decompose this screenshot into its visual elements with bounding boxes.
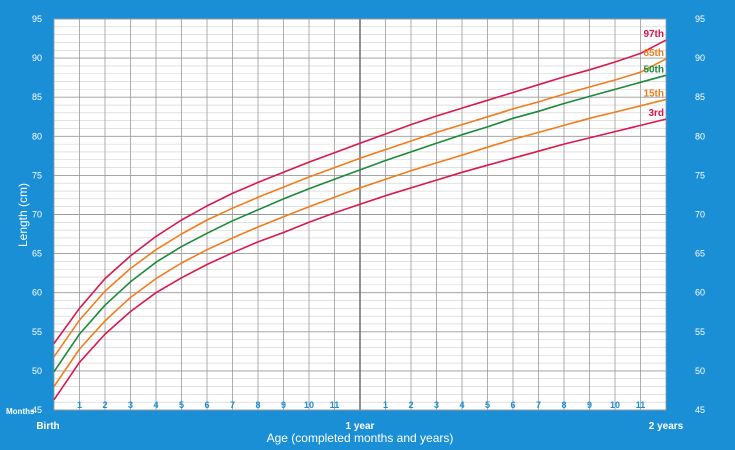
y-tick-label-left: 50 [32,366,42,376]
series-label-3rd: 3rd [648,108,664,119]
series-line-85th [53,58,667,358]
series-label-50th: 50th [643,64,664,75]
x-month-tick-label: 8 [255,400,260,410]
y-tick-label-left: 80 [32,131,42,141]
y-tick-label-right: 65 [695,249,705,259]
y-tick-label-right: 55 [695,327,705,337]
y-tick-label-left: 45 [32,405,42,415]
x-month-tick-label: 11 [330,400,340,410]
series-line-97th [53,39,667,344]
x-month-tick-label: 1 [383,400,388,410]
series-label-15th: 15th [643,89,664,100]
y-tick-label-right: 60 [695,288,705,298]
x-month-tick-label: 6 [204,400,209,410]
y-tick-label-left: 95 [32,14,42,24]
y-tick-label-left: 85 [32,92,42,102]
y-tick-label-left: 75 [32,170,42,180]
y-tick-label-right: 80 [695,131,705,141]
x-month-tick-label: 5 [179,400,184,410]
series-line-3rd [53,118,667,401]
x-month-tick-label: 3 [128,400,133,410]
x-month-tick-label: 7 [230,400,235,410]
x-month-tick-label: 10 [304,400,314,410]
x-month-tick-label: 7 [536,400,541,410]
x-month-tick-label: 9 [587,400,592,410]
x-month-tick-label: 8 [561,400,566,410]
y-tick-label-right: 90 [695,53,705,63]
x-axis-title: Age (completed months and years) [267,431,454,445]
y-tick-label-left: 55 [32,327,42,337]
series-label-97th: 97th [643,29,664,40]
x-month-tick-label: 10 [610,400,620,410]
y-tick-label-left: 70 [32,210,42,220]
y-tick-label-left: 90 [32,53,42,63]
x-month-tick-label: 11 [636,400,646,410]
x-month-tick-label: 4 [459,400,464,410]
y-tick-label-right: 85 [695,92,705,102]
y-axis-title: Length (cm) [16,183,30,247]
x-month-tick-label: 5 [485,400,490,410]
x-month-tick-label: 4 [153,400,158,410]
year-label: 1 year [346,421,375,432]
series-line-50th [53,74,667,373]
birth-label: Birth [36,421,59,432]
y-tick-label-right: 75 [695,170,705,180]
x-month-tick-label: 6 [510,400,515,410]
series-label-85th: 85th [643,48,664,59]
y-tick-label-right: 70 [695,210,705,220]
x-month-tick-label: 2 [102,400,107,410]
series-line-15th [53,98,667,387]
year-label: 2 years [649,421,684,432]
y-tick-label-right: 45 [695,405,705,415]
x-month-tick-label: 1 [77,400,82,410]
x-month-tick-label: 3 [434,400,439,410]
months-label: Months [6,407,35,416]
y-tick-label-left: 60 [32,288,42,298]
x-month-tick-label: 2 [408,400,413,410]
y-tick-label-right: 95 [695,14,705,24]
y-tick-label-left: 65 [32,249,42,259]
x-month-tick-label: 9 [281,400,286,410]
y-tick-label-right: 50 [695,366,705,376]
